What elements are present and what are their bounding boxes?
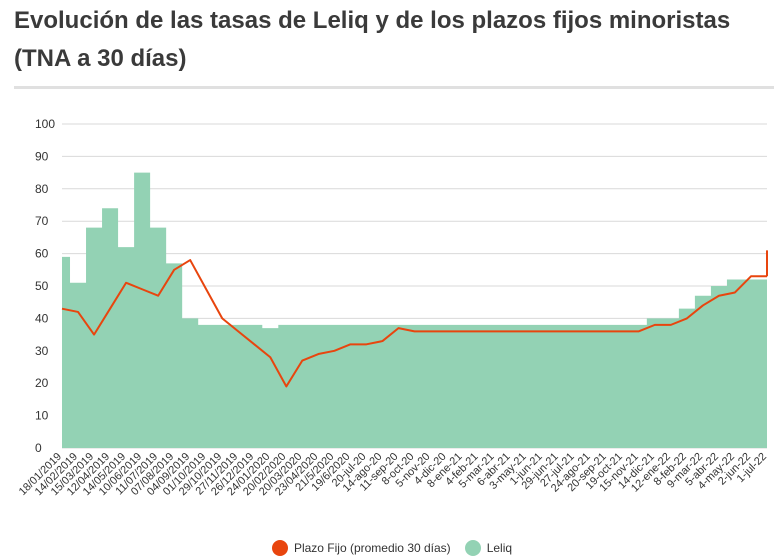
legend-item-leliq[interactable]: Leliq	[464, 540, 513, 556]
y-axis-ticks: 0 10 20 30 40 50 60 70 80 90 100	[35, 117, 55, 455]
y-tick-label: 60	[35, 247, 49, 261]
y-tick-label: 100	[35, 117, 55, 131]
chart: 0 10 20 30 40 50 60 70 80 90 100 18/01/201914/02/2…	[17, 117, 769, 498]
legend-item-plazo-fijo[interactable]: Plazo Fijo (promedio 30 días)	[271, 540, 451, 556]
leliq-area	[62, 172, 767, 448]
y-tick-label: 70	[35, 214, 49, 228]
y-tick-label: 20	[35, 376, 49, 390]
plazo-fijo-polyline	[61, 259, 767, 388]
y-tick-label: 50	[35, 279, 49, 293]
chart-title: Evolución de las tasas de Leliq y de los…	[14, 7, 731, 72]
y-tick-label: 10	[35, 409, 49, 423]
legend-label-leliq: Leliq	[486, 541, 513, 555]
x-axis-ticks: 18/01/201914/02/201915/03/201912/04/2019…	[17, 451, 769, 498]
legend-marker-plazo-fijo	[271, 540, 288, 556]
legend-label-plazo-fijo: Plazo Fijo (promedio 30 días)	[293, 541, 451, 555]
y-tick-label: 80	[35, 182, 49, 196]
y-tick-label: 90	[35, 149, 49, 163]
legend: Plazo Fijo (promedio 30 días) Leliq	[0, 538, 784, 558]
y-tick-label: 30	[35, 344, 49, 358]
leliq-area-path	[62, 172, 767, 448]
y-tick-label: 40	[35, 311, 49, 325]
legend-marker-leliq	[464, 540, 481, 556]
plazo-fijo-line	[61, 250, 768, 388]
title-divider	[14, 86, 774, 89]
y-tick-label: 0	[35, 441, 42, 455]
